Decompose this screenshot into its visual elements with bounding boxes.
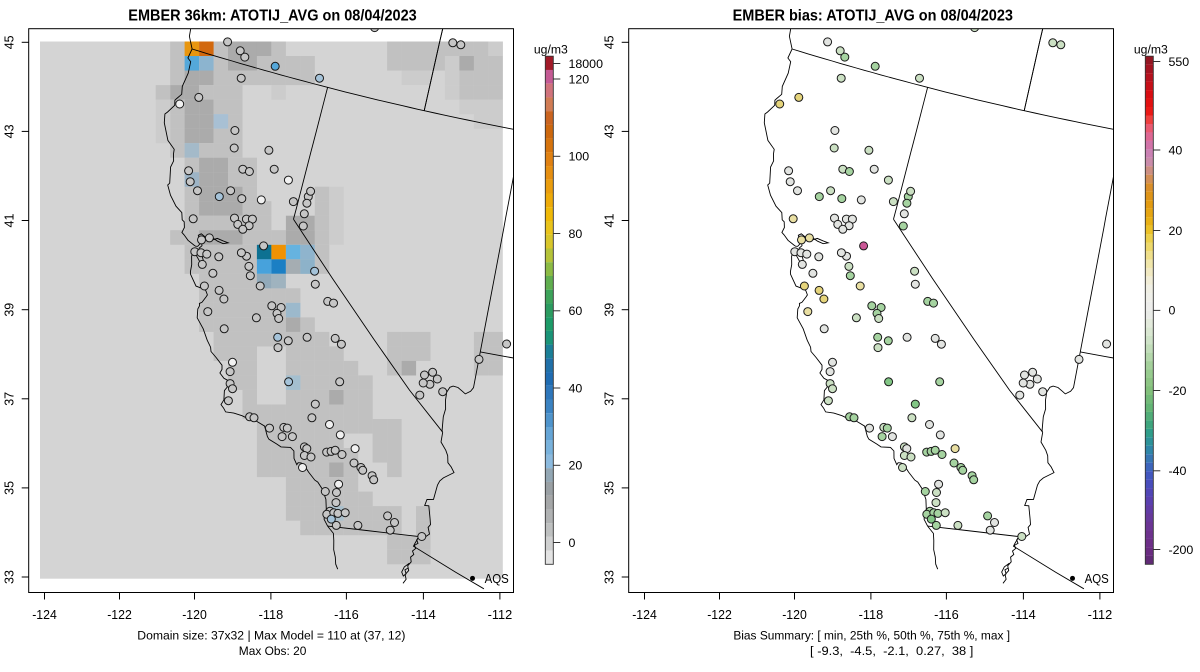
- svg-text:37: 37: [602, 392, 616, 406]
- svg-text:-124: -124: [32, 608, 57, 622]
- svg-text:-122: -122: [107, 608, 132, 622]
- svg-text:20: 20: [569, 459, 583, 473]
- svg-text:ug/m3: ug/m3: [534, 43, 568, 57]
- svg-text:ug/m3: ug/m3: [1134, 43, 1168, 57]
- svg-text:120: 120: [569, 72, 590, 86]
- svg-text:Bias Summary: [ min, 25th %, 5: Bias Summary: [ min, 25th %, 50th %, 75t…: [733, 629, 1010, 643]
- svg-text:39: 39: [602, 303, 616, 317]
- svg-text:80: 80: [569, 227, 583, 241]
- svg-text:Max Obs: 20: Max Obs: 20: [239, 644, 307, 658]
- svg-text:35: 35: [2, 481, 16, 495]
- svg-text:-122: -122: [707, 608, 732, 622]
- svg-text:41: 41: [602, 214, 616, 228]
- svg-text:-40: -40: [1169, 464, 1187, 478]
- svg-text:39: 39: [2, 303, 16, 317]
- svg-text:43: 43: [602, 124, 616, 138]
- svg-text:41: 41: [2, 214, 16, 228]
- svg-text:-118: -118: [859, 608, 884, 622]
- svg-text:-116: -116: [934, 608, 959, 622]
- svg-text:-120: -120: [182, 608, 207, 622]
- svg-text:EMBER 36km: ATOTIJ_AVG on 08/0: EMBER 36km: ATOTIJ_AVG on 08/04/2023: [128, 7, 416, 24]
- svg-text:AQS: AQS: [485, 572, 509, 586]
- svg-text:-114: -114: [1011, 608, 1036, 622]
- svg-text:100: 100: [569, 150, 590, 164]
- svg-text:-124: -124: [632, 608, 657, 622]
- svg-text:20: 20: [1169, 224, 1183, 238]
- svg-text:EMBER bias: ATOTIJ_AVG on 08/0: EMBER bias: ATOTIJ_AVG on 08/04/2023: [733, 7, 1013, 24]
- svg-text:-116: -116: [334, 608, 359, 622]
- svg-text:[ -9.3, -4.5, -2.1, 0.27,: [ -9.3, -4.5, -2.1, 0.27, 38 ]: [810, 644, 973, 658]
- svg-text:43: 43: [2, 124, 16, 138]
- svg-text:-20: -20: [1169, 384, 1187, 398]
- svg-text:-112: -112: [1088, 608, 1113, 622]
- svg-text:40: 40: [569, 381, 583, 395]
- svg-text:0: 0: [569, 536, 576, 550]
- svg-text:-112: -112: [488, 608, 513, 622]
- svg-text:45: 45: [2, 35, 16, 49]
- svg-text:-118: -118: [259, 608, 284, 622]
- svg-text:-200: -200: [1169, 543, 1194, 557]
- svg-text:18000: 18000: [569, 57, 604, 71]
- svg-text:35: 35: [602, 481, 616, 495]
- svg-text:45: 45: [602, 35, 616, 49]
- svg-text:Domain size: 37x32 | Max Model: Domain size: 37x32 | Max Model = 110 at …: [137, 629, 405, 643]
- svg-text:550: 550: [1169, 55, 1190, 69]
- svg-text:-120: -120: [782, 608, 807, 622]
- svg-text:40: 40: [1169, 143, 1183, 157]
- svg-text:0: 0: [1169, 304, 1176, 318]
- svg-text:AQS: AQS: [1085, 572, 1109, 586]
- svg-text:37: 37: [2, 392, 16, 406]
- svg-text:33: 33: [602, 570, 616, 584]
- svg-text:60: 60: [569, 304, 583, 318]
- svg-text:-114: -114: [411, 608, 436, 622]
- svg-text:33: 33: [2, 570, 16, 584]
